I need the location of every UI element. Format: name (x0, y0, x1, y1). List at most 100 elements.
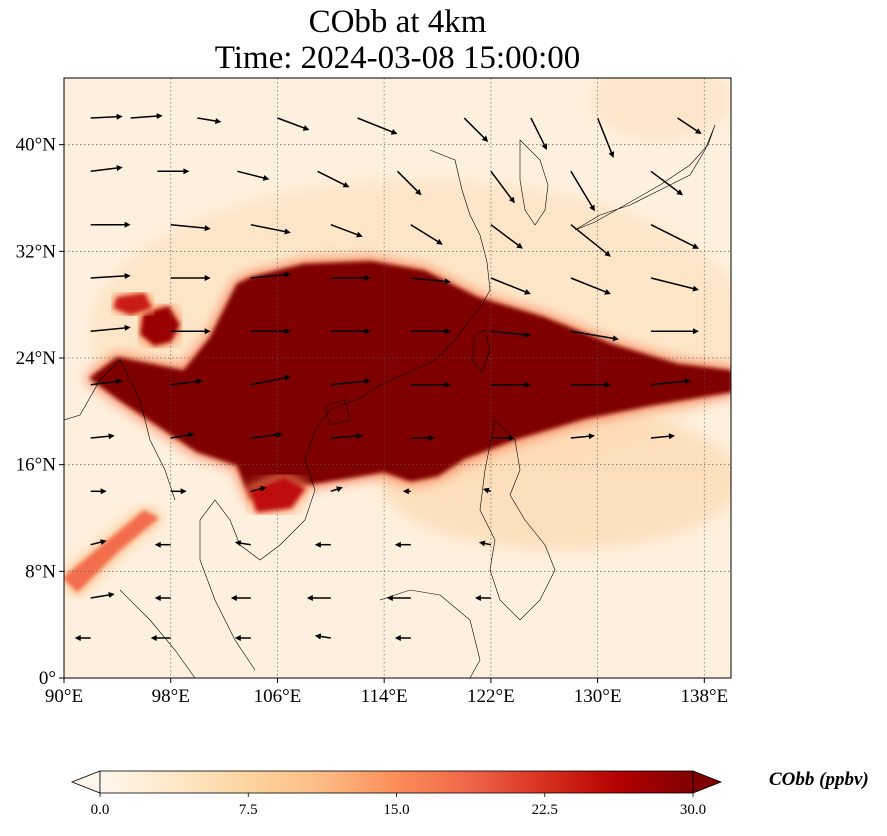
plot-area (64, 78, 731, 678)
plume-india-patch (113, 293, 152, 315)
coastline-bay-of-bengal (64, 359, 176, 501)
wind-arrow (170, 275, 211, 281)
coastline-china (359, 149, 491, 399)
coastline-japan (574, 124, 716, 231)
wind-arrow (90, 539, 107, 546)
wind-arrow (490, 330, 531, 338)
x-tick-label: 98°E (152, 686, 190, 707)
wind-arrow (651, 328, 699, 335)
wind-arrow (157, 168, 190, 175)
wind-arrow (570, 224, 611, 257)
wind-arrow (317, 170, 350, 188)
coastline-korea (519, 139, 549, 226)
wind-arrow (237, 170, 270, 181)
wind-arrow (394, 541, 411, 548)
wind-arrow (396, 170, 422, 196)
wind-arrow (570, 277, 611, 295)
plume-main-plume (89, 261, 731, 499)
coastline-taiwan (471, 329, 491, 373)
wind-arrow (170, 488, 187, 495)
x-tick-label: 106°E (254, 686, 302, 707)
wind-arrow (490, 277, 531, 295)
x-tick-label: 114°E (361, 686, 408, 707)
coastline-sumatra (119, 589, 196, 678)
wind-arrow (154, 541, 171, 548)
wind-arrow (330, 486, 343, 493)
chart-title-line2: Time: 2024-03-08 15:00:00 (214, 40, 581, 76)
wind-arrow (90, 433, 115, 440)
wind-arrow (650, 433, 675, 440)
wind-arrow (330, 223, 363, 238)
wind-arrow (330, 433, 363, 439)
wind-arrow (330, 328, 371, 335)
plot-frame (63, 77, 732, 679)
wind-arrow (90, 273, 131, 279)
wind-arrow (170, 223, 211, 232)
wind-arrow (90, 378, 123, 386)
axes: 90°E 98°E 106°E 114°E 122°E 130°E 138°E 0° 8°N 16… (16, 135, 729, 707)
coastline-borneo (379, 589, 481, 678)
wind-arrow (90, 488, 107, 495)
wind-arrow (474, 595, 491, 601)
y-tick-label: 40°N (16, 135, 57, 156)
wind-arrow (490, 224, 523, 249)
wind-arrow (197, 117, 222, 124)
wind-arrow (170, 328, 211, 335)
wind-arrow (250, 485, 267, 493)
coastline-indochina (199, 397, 361, 671)
wind-arrow (650, 378, 691, 386)
colorbar-tick-label: 15.0 (383, 802, 409, 818)
wind-arrow (530, 117, 547, 150)
wind-arrow (90, 113, 123, 120)
wind-arrow (463, 117, 489, 142)
wind-vector-layer (74, 113, 702, 641)
wind-arrow (570, 433, 595, 440)
wind-arrow (74, 635, 91, 641)
wind-arrow (490, 170, 515, 204)
plume-layer (64, 257, 731, 597)
wind-arrow (410, 328, 451, 335)
wind-arrow (490, 381, 531, 388)
wind-arrow (650, 277, 699, 292)
x-tick-label: 90°E (45, 686, 83, 707)
plume-myanmar-patch (140, 306, 180, 346)
wind-arrow (90, 592, 115, 599)
wind-arrow (650, 170, 683, 196)
wind-arrow (250, 271, 291, 279)
coastline-hainan (324, 399, 351, 426)
colorbar-bar (100, 771, 693, 793)
wind-arrow (410, 381, 451, 388)
wind-arrow (90, 165, 123, 173)
wind-arrow (314, 541, 331, 548)
x-tick-label: 122°E (467, 686, 515, 707)
wind-arrow (90, 221, 131, 228)
colorbar-tick-label: 0.0 (91, 802, 110, 818)
wind-arrow (650, 224, 699, 249)
y-tick-label: 32°N (16, 241, 57, 262)
gridlines (64, 78, 731, 678)
wind-arrow (490, 435, 515, 441)
wind-arrow (386, 595, 411, 601)
wind-arrow (250, 374, 291, 386)
y-tick-label: 24°N (16, 348, 57, 369)
colorbar-title: CObb (ppbv) (769, 769, 869, 790)
coastline-philippines (479, 419, 556, 621)
x-tick-label: 138°E (680, 686, 728, 707)
wind-arrow (410, 224, 443, 245)
wind-arrow (677, 117, 702, 134)
y-tick-label: 16°N (16, 455, 57, 476)
wind-arrow (90, 324, 131, 333)
plume-bay-of-bengal-streak (64, 510, 159, 593)
wind-arrow (234, 635, 251, 641)
wind-arrow (306, 595, 331, 601)
wind-arrow (130, 113, 163, 119)
wind-arrow (170, 378, 203, 386)
wind-arrow (170, 432, 195, 439)
wind-arrow (482, 487, 492, 494)
y-tick-label: 0° (39, 668, 56, 689)
colorbar-extend-min (70, 770, 101, 794)
wind-arrow (570, 381, 611, 388)
wind-arrow (402, 488, 411, 495)
wind-arrow (330, 378, 371, 386)
